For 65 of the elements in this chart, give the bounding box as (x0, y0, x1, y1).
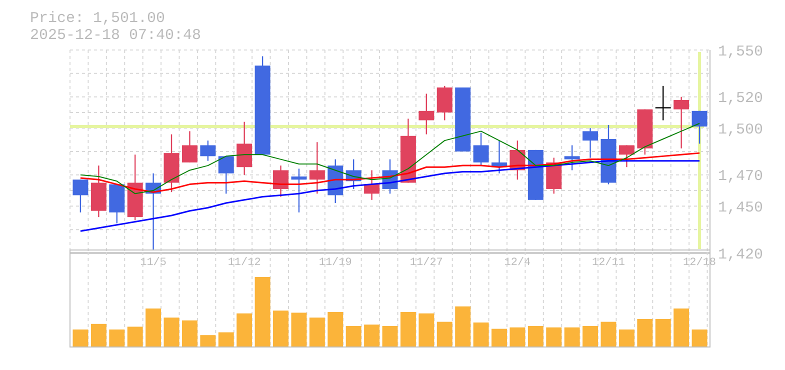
candlestick (674, 96, 690, 149)
y-tick-label: 1,520 (718, 90, 764, 108)
bar (674, 308, 690, 347)
bar (400, 312, 416, 347)
candlestick (200, 140, 216, 162)
candlestick (564, 144, 580, 171)
x-tick-label: 12/4 (504, 257, 532, 269)
bar (418, 313, 434, 347)
y-tick-label: 1,420 (718, 246, 764, 264)
chart-subtitle: 2025-12-18 07:40:48 (30, 27, 202, 44)
candlestick (273, 164, 288, 198)
bar (72, 330, 88, 347)
bar (528, 326, 544, 347)
bar (254, 277, 270, 347)
x-tick-label: 11/19 (318, 257, 352, 269)
bar (90, 324, 106, 347)
bar (109, 330, 125, 347)
bar (200, 335, 216, 347)
candlestick (182, 130, 198, 164)
bar (309, 318, 325, 347)
bar (492, 328, 507, 347)
candlestick (72, 179, 88, 213)
y-tick-label: 1,470 (718, 168, 764, 186)
bar (582, 326, 598, 347)
candlestick (364, 170, 380, 201)
bar (692, 330, 708, 347)
x-tick-label: 11/27 (410, 257, 443, 269)
candlestick (236, 121, 252, 176)
bar (236, 313, 252, 347)
bar (291, 312, 307, 347)
candlestick (692, 110, 708, 144)
bar (618, 330, 634, 347)
bar (637, 319, 653, 347)
candlestick (291, 168, 307, 213)
candlestick (582, 127, 598, 158)
bar (346, 326, 362, 347)
candlestick (418, 93, 434, 135)
y-tick-label: 1,550 (718, 43, 764, 60)
bar (218, 332, 234, 347)
candlestick (309, 142, 325, 194)
x-tick-label: 11/12 (228, 257, 261, 269)
chart-title: Price: 1,501.00 (30, 10, 166, 27)
bar (164, 318, 180, 347)
candlestick (473, 132, 489, 166)
bar (382, 326, 398, 347)
bar (655, 319, 671, 347)
bar (510, 327, 526, 347)
candlestick (218, 156, 234, 194)
y-tick-label: 1,500 (718, 121, 764, 138)
x-tick-label: 12/11 (592, 257, 626, 269)
y-tick-label: 1,450 (718, 199, 764, 216)
bar (127, 326, 143, 347)
bar (600, 322, 616, 347)
bar (473, 322, 489, 347)
bar (364, 324, 380, 347)
candlestick (618, 144, 634, 168)
bar (146, 308, 162, 347)
bar (436, 322, 452, 347)
bar (455, 306, 471, 347)
bar (546, 327, 562, 347)
candlestick (654, 85, 672, 121)
bar (328, 312, 344, 347)
bar (182, 320, 198, 347)
bar (564, 327, 580, 347)
bar (273, 310, 288, 347)
